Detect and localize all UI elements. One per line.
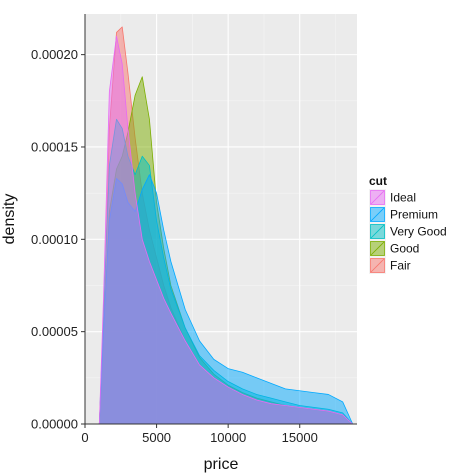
density-area-ideal [98, 35, 354, 425]
legend-key-premium [369, 206, 386, 223]
legend-title: cut [369, 174, 387, 188]
y-tick-label: 0.00005 [31, 324, 78, 339]
y-tick-label: 0.00010 [31, 232, 78, 247]
legend-key-good [369, 240, 386, 257]
y-axis-title: density [1, 194, 18, 245]
legend-label: Very Good [390, 225, 447, 239]
legend-label: Good [390, 242, 419, 256]
y-tick-label: 0.00015 [31, 139, 78, 154]
legend-key-very-good [369, 223, 386, 240]
x-tick-label: 10000 [210, 430, 246, 445]
legend-label: Ideal [390, 191, 416, 205]
x-tick-label: 0 [81, 430, 88, 445]
legend-label: Fair [390, 259, 411, 273]
x-tick-label: 5000 [142, 430, 171, 445]
legend-key-fair [369, 257, 386, 274]
legend: cut Ideal Premium Very Good Good Fair [369, 174, 447, 274]
x-axis: 0 5000 10000 15000 [81, 423, 357, 445]
y-tick-label: 0.00000 [31, 417, 78, 432]
legend-label: Premium [390, 208, 438, 222]
x-tick-label: 15000 [282, 430, 318, 445]
x-axis-title: price [204, 456, 239, 473]
y-tick-label: 0.00020 [31, 47, 78, 62]
y-axis: 0.00000 0.00005 0.00010 0.00015 0.00020 [31, 14, 86, 432]
legend-key-ideal [369, 189, 386, 206]
density-areas [98, 26, 354, 425]
